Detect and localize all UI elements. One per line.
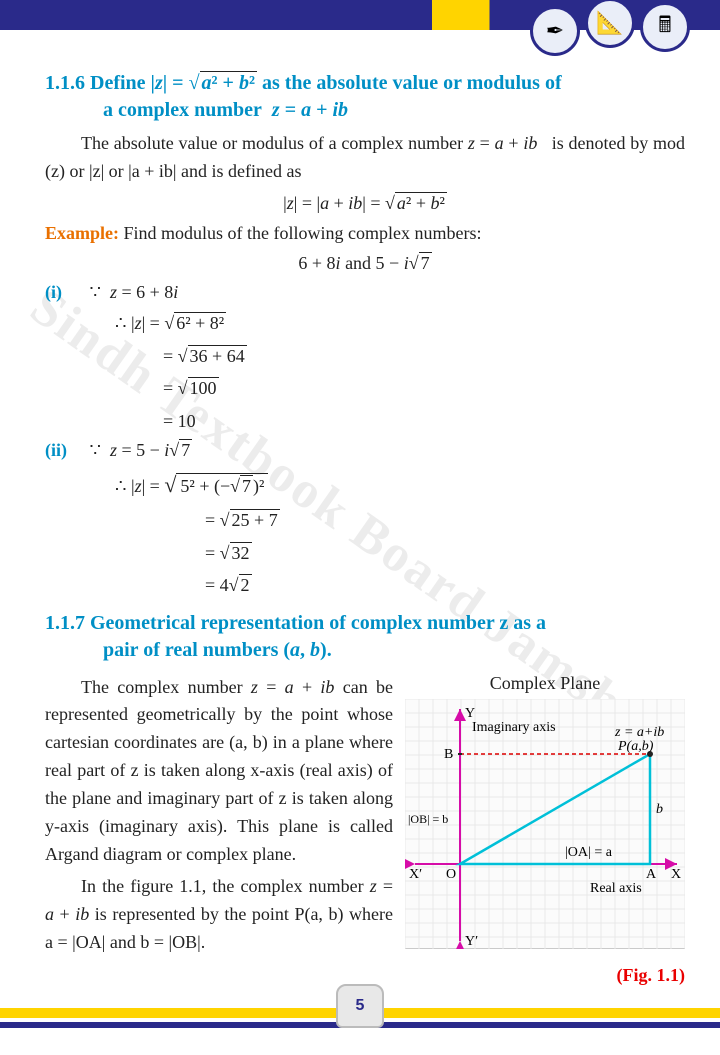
ruler-icon: 📐 — [585, 0, 635, 48]
svg-text:|OB| = b: |OB| = b — [408, 812, 448, 826]
i-l5: = 10 — [163, 405, 685, 437]
ii-l2: ∴ |z| = √5² + (−7)² — [115, 465, 685, 505]
ii-l3: = 25 + 7 — [205, 504, 685, 536]
heading-number-117: 1.1.7 — [45, 612, 85, 634]
heading-number: 1.1.6 — [45, 72, 85, 94]
i-l2: ∴ |z| = 6² + 8² — [115, 307, 685, 339]
svg-text:|OA| = a: |OA| = a — [565, 845, 613, 860]
svg-text:Real axis: Real axis — [590, 881, 642, 896]
page-number: 5 — [336, 984, 384, 1028]
svg-text:b: b — [656, 802, 663, 817]
example-line: Example: Find modulus of the following c… — [45, 220, 685, 248]
p3b: is represented by the point P(a, b) wher… — [45, 904, 393, 952]
para-3: In the figure 1.1, the complex number z … — [45, 873, 393, 957]
example-text: Find modulus of the following complex nu… — [119, 223, 481, 243]
svg-text:z = a+ib: z = a+ib — [614, 725, 664, 740]
svg-text:X′: X′ — [409, 867, 422, 882]
solution-ii: (ii) ∵ z = 5 − i7 — [45, 437, 685, 465]
top-icons: ✒ 📐 🖩 — [510, 0, 710, 70]
col-text: The complex number z = a + ib can be rep… — [45, 670, 393, 991]
figure-title: Complex Plane — [405, 670, 685, 698]
i-l4: = 100 — [163, 372, 685, 404]
p2a: The complex number — [81, 677, 251, 697]
heading-117-l1: Geometrical representation of complex nu… — [90, 612, 546, 634]
col-figure: Complex Plane Y Y′ X X′ O A B Imaginary axis Rea… — [405, 670, 685, 991]
footer: 5 — [0, 985, 720, 1040]
compass-icon: ✒ — [530, 6, 580, 56]
solution-i: (i) ∵ z = 6 + 8i — [45, 279, 685, 307]
svg-text:Y′: Y′ — [465, 934, 478, 949]
complex-plane-diagram: Y Y′ X X′ O A B Imaginary axis Real axis z = a+ib… — [405, 699, 685, 949]
p3a: In the figure 1.1, the complex number — [81, 876, 370, 896]
svg-text:X: X — [671, 867, 681, 882]
example-label: Example: — [45, 223, 119, 243]
eq-modulus: |z| = |a + ib| = a² + b² — [45, 190, 685, 218]
ii-label: (ii) — [45, 437, 85, 465]
i-label: (i) — [45, 279, 85, 307]
ii-l4: = 32 — [205, 537, 685, 569]
svg-text:P(a,b): P(a,b) — [617, 739, 654, 754]
heading-117: 1.1.7 Geometrical representation of comp… — [45, 610, 685, 664]
heading-sub: a complex number z = a + ib — [103, 97, 685, 124]
p2b: can be represented geometrically by the … — [45, 677, 393, 864]
svg-text:Y: Y — [465, 706, 475, 721]
para-2: The complex number z = a + ib can be rep… — [45, 674, 393, 869]
svg-text:Imaginary axis: Imaginary axis — [472, 720, 556, 735]
para1-a: The absolute value or modulus of a compl… — [81, 133, 468, 153]
example-numbers: 6 + 8i and 5 − i7 — [45, 250, 685, 278]
i-l3: = 36 + 64 — [163, 340, 685, 372]
content: 1.1.6 Define |z| = a² + b² as the absolu… — [45, 70, 685, 975]
svg-text:B: B — [444, 747, 453, 762]
two-col: The complex number z = a + ib can be rep… — [45, 670, 685, 991]
heading-116: 1.1.6 Define |z| = a² + b² as the absolu… — [45, 70, 685, 124]
page: ✒ 📐 🖩 Sindh Textbook Board Jamshoro 1.1.… — [0, 0, 720, 1055]
para-1: The absolute value or modulus of a compl… — [45, 130, 685, 186]
ii-l5: = 42 — [205, 569, 685, 601]
svg-text:A: A — [646, 867, 657, 882]
calc-icon: 🖩 — [640, 2, 690, 52]
svg-text:O: O — [446, 867, 456, 882]
heading-117-l2: pair of real numbers (a, b). — [103, 637, 685, 664]
